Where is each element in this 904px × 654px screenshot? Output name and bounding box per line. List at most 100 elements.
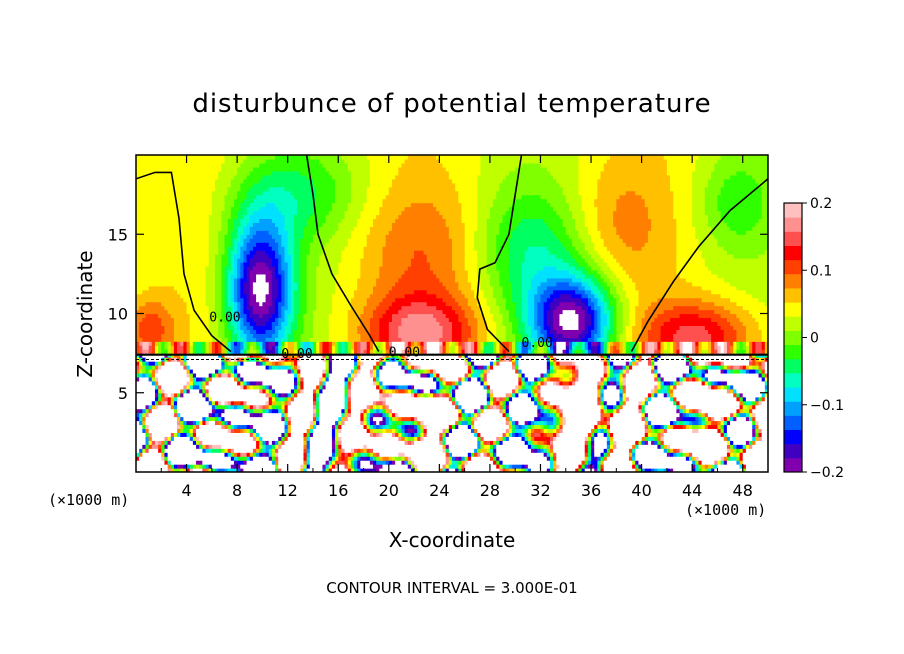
heatmap-cell: [518, 424, 523, 430]
heatmap-cell: [505, 416, 510, 422]
heatmap-cell: [215, 392, 219, 398]
heatmap-cell: [395, 388, 399, 394]
heatmap-cell: [373, 408, 377, 414]
heatmap-cell: [173, 392, 178, 398]
heatmap-cell: [196, 384, 200, 390]
heatmap-cell: [186, 440, 191, 445]
heatmap-cell: [328, 380, 333, 386]
heatmap-cell: [215, 372, 219, 378]
heatmap-cell: [142, 412, 147, 418]
heatmap-cell: [619, 444, 624, 449]
heatmap-cell: [448, 372, 453, 378]
heatmap-cell: [689, 384, 693, 390]
heatmap-cell: [689, 380, 693, 386]
heatmap-cell: [682, 444, 687, 449]
heatmap-cell: [331, 412, 336, 418]
heatmap-cell: [196, 412, 200, 418]
heatmap-cell: [335, 440, 339, 445]
heatmap-cell: [742, 448, 747, 453]
heatmap-cell: [240, 388, 245, 394]
heatmap-cell: [685, 396, 690, 402]
heatmap-cell: [224, 392, 229, 398]
heatmap-cell: [591, 404, 595, 410]
heatmap-cell: [470, 452, 475, 457]
heatmap-cell: [218, 456, 222, 461]
heatmap-cell: [568, 424, 573, 430]
heatmap-cell: [575, 424, 579, 430]
heatmap-cell: [366, 416, 371, 422]
heatmap-cell: [385, 384, 390, 390]
heatmap-cell: [515, 448, 519, 453]
heatmap-cell: [553, 468, 557, 472]
heatmap-cell: [316, 464, 320, 469]
heatmap-cell: [493, 464, 497, 469]
heatmap-cell: [758, 416, 763, 422]
heatmap-cell: [350, 428, 355, 433]
heatmap-cell: [512, 396, 516, 402]
heatmap-cell: [328, 460, 333, 465]
heatmap-cell: [240, 424, 245, 430]
heatmap-cell: [448, 464, 453, 469]
heatmap-cell: [208, 432, 213, 437]
heatmap-cell: [158, 448, 162, 453]
heatmap-cell: [268, 380, 273, 386]
heatmap-cell: [546, 384, 551, 390]
heatmap-cell: [512, 384, 516, 390]
heatmap-cell: [154, 412, 159, 418]
heatmap-cell: [635, 384, 640, 390]
heatmap-cell: [711, 464, 715, 469]
heatmap-cell: [613, 468, 617, 472]
heatmap-cell: [635, 436, 640, 441]
heatmap-cell: [316, 384, 320, 390]
heatmap-cell: [208, 460, 213, 465]
heatmap-cell: [230, 432, 235, 437]
heatmap-cell: [202, 416, 207, 422]
heatmap-cell: [698, 420, 703, 426]
heatmap-cell: [720, 400, 725, 406]
heatmap-cell: [543, 424, 548, 430]
heatmap-cell: [148, 424, 153, 430]
heatmap-cell: [259, 404, 263, 410]
heatmap-cell: [252, 420, 257, 426]
heatmap-cell: [218, 408, 222, 414]
heatmap-cell: [704, 396, 709, 402]
heatmap-cell: [455, 464, 459, 469]
heatmap-cell: [208, 448, 213, 453]
heatmap-cell: [410, 384, 415, 390]
heatmap-cell: [518, 380, 523, 386]
heatmap-cell: [319, 388, 324, 394]
heatmap-cell: [221, 392, 226, 398]
heatmap-cell: [720, 412, 725, 418]
heatmap-cell: [224, 460, 229, 465]
heatmap-cell: [325, 384, 330, 390]
heatmap-cell: [682, 400, 687, 406]
heatmap-cell: [657, 408, 662, 414]
heatmap-cell: [764, 416, 768, 422]
heatmap-cell: [161, 440, 166, 445]
heatmap-cell: [186, 416, 191, 422]
heatmap-cell: [325, 444, 330, 449]
heatmap-cell: [632, 444, 636, 449]
heatmap-cell: [373, 464, 377, 469]
heatmap-cell: [628, 384, 633, 390]
heatmap-cell: [474, 464, 478, 469]
heatmap-cell: [154, 464, 159, 469]
heatmap-cell: [730, 428, 734, 433]
heatmap-cell: [761, 420, 766, 426]
heatmap-cell: [717, 464, 722, 469]
heatmap-cell: [546, 464, 551, 469]
heatmap-cell: [502, 460, 507, 465]
heatmap-cell: [562, 468, 567, 472]
heatmap-cell: [275, 380, 279, 386]
heatmap-cell: [249, 416, 254, 422]
heatmap-cell: [597, 460, 602, 465]
heatmap-cell: [739, 404, 744, 410]
heatmap-cell: [689, 448, 693, 453]
heatmap-cell: [685, 408, 690, 414]
heatmap-cell: [628, 440, 633, 445]
heatmap-cell: [584, 436, 589, 441]
heatmap-cell: [651, 424, 655, 430]
heatmap-cell: [549, 396, 554, 402]
heatmap-cell: [717, 404, 722, 410]
heatmap-cell: [183, 452, 188, 457]
